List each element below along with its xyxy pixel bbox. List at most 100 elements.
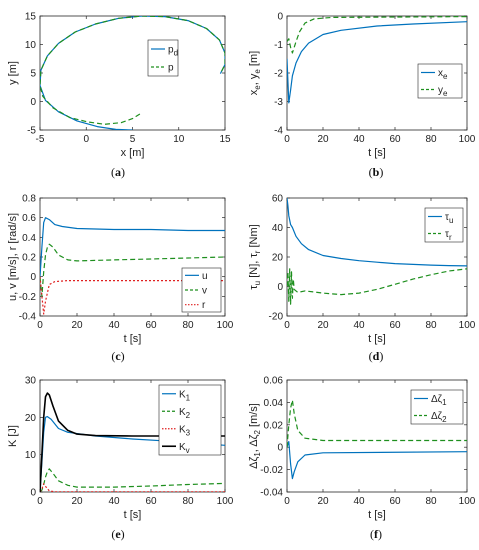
- y-tick-label: 20: [25, 413, 37, 424]
- series-line-K-3: [40, 483, 225, 492]
- series-line-Δζ-2: [287, 399, 467, 448]
- x-tick-label: 100: [217, 496, 234, 507]
- x-tick-label: 60: [389, 320, 401, 331]
- series-line-r-2: [40, 276, 225, 315]
- x-tick-label: 0: [37, 320, 43, 331]
- series-line-y-e: [287, 16, 467, 54]
- series-group: [40, 217, 225, 315]
- x-tick-label: 80: [425, 496, 437, 507]
- legend-entry: K2: [179, 407, 191, 420]
- x-tick-label: 80: [182, 320, 194, 331]
- series-group: [40, 16, 225, 130]
- legend-entry: pd: [168, 45, 178, 58]
- x-tick-label: -5: [36, 134, 45, 145]
- legend-entry: Δζ2: [431, 411, 447, 424]
- y-tick-label: 40: [272, 223, 284, 234]
- legend-box: [410, 389, 464, 425]
- y-tick-label: 10: [25, 40, 37, 51]
- legend-entry: r: [202, 300, 206, 311]
- series-line-τ-u: [287, 198, 467, 267]
- series-line-K-v: [40, 392, 225, 492]
- chart-panel-c: 0 20 40 60 80 100 -0.4 -0.2 0 0.2 0.4 0.6 0.8 t [s] u,…: [7, 194, 234, 364]
- panel-caption: (e): [111, 527, 124, 541]
- legend-entry: K3: [179, 424, 191, 437]
- y-tick-label: 0: [30, 272, 36, 283]
- x-axis-label: t [s]: [368, 509, 386, 521]
- y-tick-label: -0.4: [19, 312, 37, 323]
- x-tick-label: 40: [108, 496, 120, 507]
- x-axis-label: t [s]: [124, 509, 142, 521]
- y-tick-label: -5: [27, 126, 36, 137]
- legend: τu τr: [424, 207, 464, 243]
- x-tick-label: 60: [389, 134, 401, 145]
- x-tick-label: 5: [130, 134, 136, 145]
- x-tick-label: 20: [317, 496, 329, 507]
- legend-entry: Δζ1: [431, 394, 447, 407]
- y-tick-label: -0.2: [19, 292, 37, 303]
- y-tick-label: 0.4: [22, 233, 36, 244]
- x-tick-label: 100: [217, 320, 234, 331]
- y-axis-label: τu [N], τr [Nm]: [248, 224, 262, 289]
- legend-entry: p: [168, 63, 174, 74]
- legend-box: [424, 207, 464, 243]
- legend-box: [158, 384, 222, 456]
- y-tick-label: 15: [25, 12, 37, 23]
- x-tick-label: 40: [353, 320, 365, 331]
- y-tick-label: 0.06: [264, 376, 284, 387]
- chart-panel-a: -5 0 5 10 15 -5 0 5 10 15 x [m] y [m] (a) pd p: [7, 12, 231, 180]
- series-line-K-2: [40, 468, 225, 492]
- y-axis-label: xe, ye [m]: [248, 51, 262, 95]
- y-tick-label: 0: [30, 488, 36, 499]
- y-axis-label: K [J]: [7, 425, 19, 447]
- y-tick-label: 0: [277, 12, 283, 23]
- y-tick-label: 0: [30, 97, 36, 108]
- legend-entry: Kv: [179, 442, 190, 455]
- x-tick-label: 20: [317, 134, 329, 145]
- y-tick-label: -0.04: [260, 488, 283, 499]
- y-tick-label: -3: [274, 97, 283, 108]
- panel-caption: (d): [369, 349, 384, 363]
- y-tick-label: -0.02: [260, 465, 283, 476]
- y-tick-label: 0: [277, 443, 283, 454]
- y-tick-label: 0.6: [22, 213, 36, 224]
- x-tick-label: 10: [173, 134, 185, 145]
- plot-area: [39, 15, 226, 131]
- y-tick-label: 0.04: [264, 398, 284, 409]
- series-line-τ-r: [287, 268, 467, 305]
- series-line-Δζ-1: [287, 441, 467, 480]
- legend: xe ye: [417, 63, 463, 99]
- x-tick-label: 0: [284, 134, 290, 145]
- panel-caption: (c): [111, 349, 124, 363]
- y-tick-label: -2: [274, 69, 283, 80]
- legend-box: [417, 63, 463, 99]
- y-tick-label: 0: [277, 282, 283, 293]
- series-line-x-e: [287, 21, 467, 104]
- x-tick-label: 0: [83, 134, 89, 145]
- x-tick-label: 80: [425, 134, 437, 145]
- y-tick-label: 20: [272, 253, 284, 264]
- x-tick-label: 0: [37, 496, 43, 507]
- x-tick-label: 20: [71, 320, 83, 331]
- x-tick-label: 40: [353, 134, 365, 145]
- legend-entry: K1: [179, 389, 191, 402]
- legend-entry: xe: [438, 68, 448, 81]
- panel-caption: (b): [369, 165, 384, 179]
- legend: pd p: [147, 39, 179, 77]
- chart-panel-f: 0 20 40 60 80 100 -0.04 -0.02 0 0.02 0.04 0.06 t [s]…: [248, 376, 476, 542]
- y-tick-label: 30: [25, 376, 37, 387]
- y-tick-label: -4: [274, 126, 283, 137]
- x-tick-label: 0: [284, 320, 290, 331]
- x-axis-label: t [s]: [368, 147, 386, 159]
- chart-panel-b: 0 20 40 60 80 100 -4 -3 -2 -1 0 t [s] xe, ye [m] (b) x…: [248, 12, 476, 180]
- y-tick-label: 5: [30, 69, 36, 80]
- y-tick-label: 10: [25, 450, 37, 461]
- legend: K1 K2 K3 Kv: [158, 384, 222, 456]
- x-tick-label: 100: [459, 496, 476, 507]
- y-tick-label: 0.2: [22, 253, 36, 264]
- panel-caption: (f): [370, 527, 382, 541]
- x-tick-label: 40: [353, 496, 365, 507]
- x-tick-label: 60: [389, 496, 401, 507]
- series-line-v-1: [40, 243, 225, 297]
